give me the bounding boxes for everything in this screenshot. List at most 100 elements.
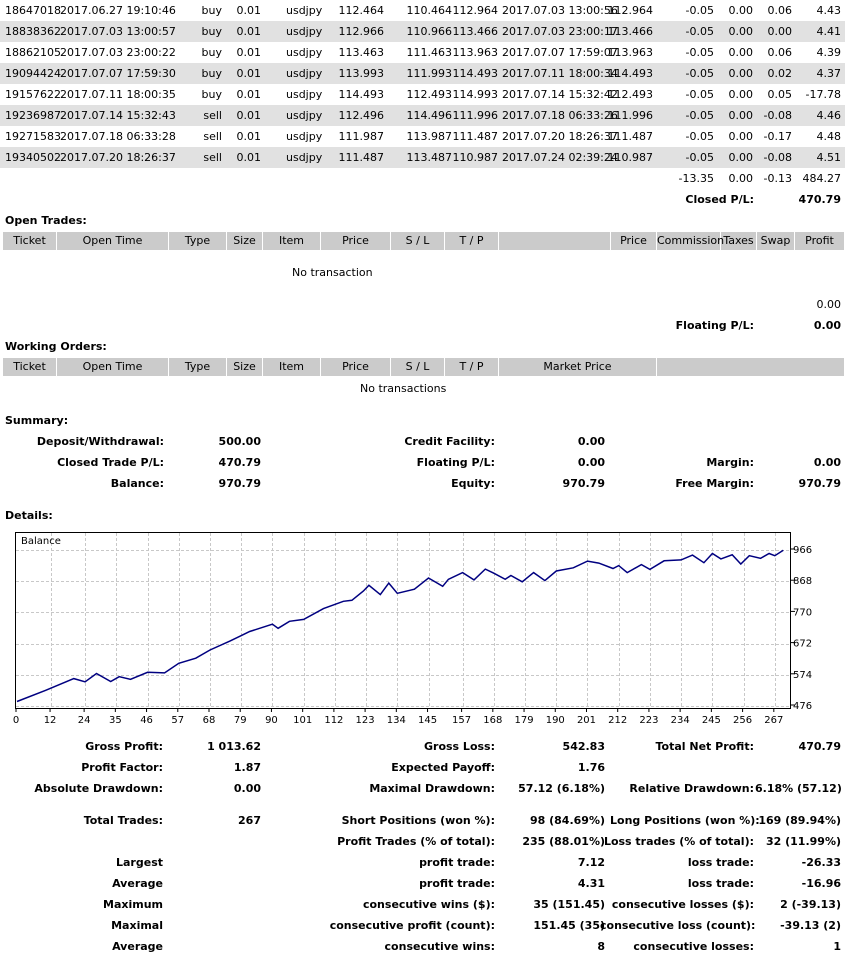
cell-commission: -0.05: [685, 130, 714, 143]
x-tick-label: 168: [483, 715, 502, 726]
maximal-loss-label: consecutive loss (count):: [600, 919, 756, 932]
cell-size: 0.01: [236, 109, 262, 122]
cell-size: 0.01: [236, 4, 262, 17]
x-tick-label: 24: [78, 715, 91, 726]
wo-header-tp: T / P: [445, 358, 499, 376]
cell-profit: 4.46: [816, 109, 842, 122]
long-positions-value: 169 (89.94%): [758, 814, 841, 827]
cell-open-time: 2017.07.07 17:59:30: [60, 67, 176, 80]
x-tick-label: 12: [44, 715, 57, 726]
chart-y-axis: 476 574 672 770 868 966: [791, 545, 812, 712]
loss-trades-value: 32 (11.99%): [765, 835, 841, 848]
profit-trades-value: 235 (88.01%): [522, 835, 605, 848]
profit-factor-label: Profit Factor:: [81, 761, 163, 774]
closed-pl-label: Closed P/L:: [685, 193, 754, 206]
average-profit-label: profit trade:: [419, 877, 495, 890]
cell-open-time: 2017.07.03 23:00:22: [60, 46, 176, 59]
total-taxes: 0.00: [728, 172, 754, 185]
equity-value: 970.79: [562, 477, 605, 490]
x-tick-label: 234: [671, 715, 690, 726]
table-row: 19236987 2017.07.14 15:32:43 sell 0.01 usdjp…: [0, 105, 845, 126]
cell-open-time: 2017.07.14 15:32:43: [60, 109, 176, 122]
equity-label: Equity:: [451, 477, 495, 490]
x-tick-label: 157: [452, 715, 471, 726]
cell-taxes: 0.00: [728, 130, 754, 143]
cell-taxes: 0.00: [728, 151, 754, 164]
maximal-loss-value: -39.13 (2): [780, 919, 841, 932]
table-row: 18838362 2017.07.03 13:00:57 buy 0.01 usdjpy…: [0, 21, 845, 42]
max-consecutive-losses-label: consecutive losses ($):: [611, 898, 754, 911]
cell-tp: 111.487: [452, 130, 499, 143]
cell-type: sell: [203, 109, 222, 122]
cell-item: usdjpy: [286, 4, 323, 17]
x-tick-label: 112: [324, 715, 343, 726]
max-consecutive-wins-label: consecutive wins ($):: [362, 898, 495, 911]
cell-close-time: 2017.07.03 13:00:56: [502, 4, 618, 17]
header-tp: T / P: [445, 232, 499, 250]
x-tick-label: 134: [387, 715, 406, 726]
relative-drawdown-value: 6.18% (57.12): [755, 782, 842, 795]
x-tick-label: 179: [514, 715, 533, 726]
header-type: Type: [169, 232, 227, 250]
cell-swap: 0.05: [767, 88, 793, 101]
absolute-drawdown-label: Absolute Drawdown:: [34, 782, 163, 795]
expected-payoff-label: Expected Payoff:: [391, 761, 495, 774]
header-ticket: Ticket: [3, 232, 57, 250]
x-tick-label: 35: [109, 715, 122, 726]
wo-header-price: Price: [321, 358, 391, 376]
cell-open-time: 2017.07.20 18:26:37: [60, 151, 176, 164]
loss-trades-label: Loss trades (% of total):: [603, 835, 754, 848]
cell-taxes: 0.00: [728, 4, 754, 17]
cell-type: buy: [201, 46, 222, 59]
table-row: 19157622 2017.07.11 18:00:35 buy 0.01 usdjpy…: [0, 84, 845, 105]
open-trades-empty: No transaction: [292, 266, 373, 279]
floating-pl-label: Floating P/L:: [675, 319, 754, 332]
cell-item: usdjpy: [286, 88, 323, 101]
cell-close-price: 112.493: [607, 88, 654, 101]
table-row: 19271583 2017.07.18 06:33:28 sell 0.01 usdjp…: [0, 126, 845, 147]
cell-item: usdjpy: [286, 109, 323, 122]
cell-close-price: 113.963: [607, 46, 654, 59]
average-loss-value: -16.96: [801, 877, 841, 890]
wo-header-type: Type: [169, 358, 227, 376]
table-row: 18862105 2017.07.03 23:00:22 buy 0.01 usdjpy…: [0, 42, 845, 63]
cell-sl: 110.464: [406, 4, 453, 17]
maximal-profit-label: consecutive profit (count):: [329, 919, 495, 932]
cell-commission: -0.05: [685, 25, 714, 38]
largest-label: Largest: [116, 856, 163, 869]
table-row: 19340502 2017.07.20 18:26:37 sell 0.01 usdjp…: [0, 147, 845, 168]
cell-size: 0.01: [236, 25, 262, 38]
closed-pl-value: 470.79: [798, 193, 841, 206]
y-tick-label: 966: [793, 545, 812, 556]
table-row: 18647018 2017.06.27 19:10:46 buy 0.01 usdjpy…: [0, 0, 845, 21]
average-label: Average: [112, 877, 163, 890]
cell-item: usdjpy: [286, 151, 323, 164]
long-positions-label: Long Positions (won %):: [610, 814, 760, 827]
avg-consecutive-losses-label: consecutive losses:: [633, 940, 754, 953]
balance-label: Balance:: [110, 477, 164, 490]
cell-price: 111.487: [338, 151, 385, 164]
cell-open-time: 2017.07.03 13:00:57: [60, 25, 176, 38]
maximal-drawdown-value: 57.12 (6.18%): [518, 782, 605, 795]
cell-profit: 4.43: [816, 4, 842, 17]
working-orders-title: Working Orders:: [5, 340, 107, 353]
cell-close-time: 2017.07.18 06:33:26: [502, 109, 618, 122]
cell-close-time: 2017.07.11 18:00:34: [502, 67, 618, 80]
net-profit-value: 470.79: [798, 740, 841, 753]
cell-close-time: 2017.07.03 23:00:17: [502, 25, 618, 38]
cell-ticket: 18647018: [5, 4, 61, 17]
cell-sl: 113.487: [406, 151, 453, 164]
cell-sl: 110.966: [406, 25, 453, 38]
cell-sl: 113.987: [406, 130, 453, 143]
x-tick-label: 212: [608, 715, 627, 726]
x-tick-label: 223: [639, 715, 658, 726]
working-orders-empty: No transactions: [360, 382, 447, 395]
total-trades-label: Total Trades:: [83, 814, 163, 827]
average-loss-label: loss trade:: [687, 877, 754, 890]
cell-tp: 114.993: [452, 88, 499, 101]
chart-axes: 0 12 24 35 46 57 68 79 90 101 112 123 134 145 157 168 17…: [13, 708, 783, 726]
cell-size: 0.01: [236, 88, 262, 101]
cell-price: 113.993: [338, 67, 385, 80]
summary-floating-label: Floating P/L:: [416, 456, 495, 469]
x-tick-label: 267: [764, 715, 783, 726]
